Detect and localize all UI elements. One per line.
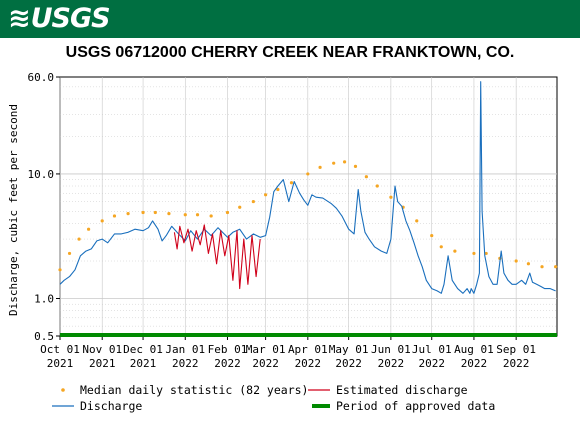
median-point (183, 213, 187, 217)
y-tick-label: 10.0 (28, 168, 55, 181)
legend: Median daily statistic (82 years) Estimat… (52, 383, 495, 413)
median-point (342, 160, 347, 164)
median-point (238, 205, 242, 209)
usgs-logo-text: USGS (30, 3, 111, 34)
chart-title: USGS 06712000 CHERRY CREEK NEAR FRANKTOW… (65, 44, 515, 61)
median-point (289, 181, 294, 185)
median-point (439, 245, 443, 249)
x-tick-year: 2022 (378, 357, 405, 370)
y-tick-label: 1.0 (34, 293, 54, 306)
x-tick-year: 2022 (461, 357, 488, 370)
x-tick-label: Aug 01 (454, 343, 494, 356)
legend-label: Estimated discharge (336, 383, 468, 397)
median-point (353, 164, 358, 168)
x-tick-year: 2022 (172, 357, 199, 370)
usgs-logo-mark-icon: ≋ (8, 3, 31, 34)
x-tick-label: Oct 01 (40, 343, 80, 356)
x-tick-label: Jul 01 (412, 343, 452, 356)
median-point (306, 172, 310, 176)
legend-label: Median daily statistic (82 years) (80, 383, 308, 397)
median-point (100, 219, 104, 223)
x-tick-label: Mar 01 (246, 343, 286, 356)
x-tick-label: Jun 01 (371, 343, 411, 356)
x-tick-year: 2022 (503, 357, 530, 370)
legend-label: Period of approved data (336, 399, 495, 413)
y-tick-label: 60.0 (28, 71, 55, 84)
median-point (415, 219, 419, 223)
median-point (514, 259, 518, 263)
median-point (195, 213, 200, 217)
x-tick-label: May 01 (329, 343, 369, 356)
median-point (251, 199, 255, 204)
x-tick-year: 2022 (214, 357, 241, 370)
median-point (540, 265, 544, 269)
x-tick-label: Sep 01 (496, 343, 536, 356)
median-point (112, 214, 117, 218)
x-tick-year: 2021 (89, 357, 116, 370)
y-tick-label: 0.5 (34, 330, 54, 343)
median-point (276, 187, 280, 192)
median-point (332, 161, 336, 165)
median-point (554, 265, 558, 269)
median-point (318, 165, 322, 169)
median-point (67, 251, 72, 256)
legend-label: Discharge (80, 399, 142, 413)
median-point (141, 210, 145, 215)
median-point (153, 210, 157, 215)
x-tick-year: 2022 (335, 357, 362, 370)
x-tick-label: Dec 01 (123, 343, 163, 356)
median-point (453, 249, 457, 253)
x-tick-label: Apr 01 (288, 343, 328, 356)
x-tick-year: 2022 (252, 357, 279, 370)
median-point (375, 184, 379, 188)
usgs-banner: ≋USGS (0, 0, 580, 38)
median-point (430, 233, 434, 238)
median-point (264, 193, 268, 197)
median-point (77, 237, 81, 241)
y-axis-label: Discharge, cubic feet per second (7, 104, 20, 316)
median-point (472, 251, 476, 256)
y-axis-ticks: 0.5 1.0 10.0 60.0 (28, 71, 60, 343)
median-point (389, 195, 393, 199)
x-tick-label: Nov 01 (82, 343, 122, 356)
x-tick-year: 2021 (47, 357, 74, 370)
median-point (86, 227, 91, 231)
x-tick-label: Jan 01 (165, 343, 205, 356)
legend-median-symbol (61, 388, 65, 392)
grid-lines (59, 77, 557, 336)
median-point (209, 214, 213, 218)
median-point (526, 262, 531, 266)
series-layer (58, 81, 558, 337)
median-point (126, 212, 130, 216)
usgs-logo: ≋USGS (8, 2, 111, 36)
x-tick-year: 2022 (295, 357, 322, 370)
median-point (167, 212, 171, 216)
median-point (225, 210, 230, 215)
median-point (364, 175, 368, 179)
x-tick-year: 2022 (418, 357, 445, 370)
median-point (484, 251, 488, 256)
discharge-line (59, 81, 556, 294)
x-tick-year: 2021 (130, 357, 157, 370)
median-point (58, 268, 62, 272)
x-tick-label: Feb 01 (208, 343, 248, 356)
estimated-discharge-line (173, 224, 261, 290)
